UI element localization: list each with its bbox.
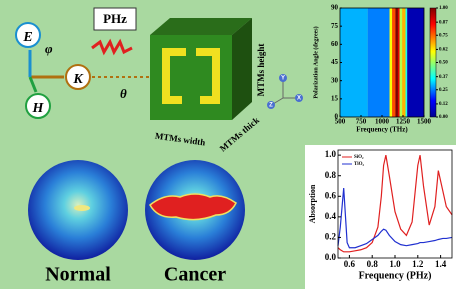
x-tick-label: 1500: [417, 118, 432, 126]
y-tick-label: 0.0: [325, 252, 337, 262]
y-tick-label: 60: [331, 40, 339, 48]
y-tick-label: 0.4: [325, 211, 337, 221]
colorbar: [430, 8, 436, 117]
y-tick-label: 15: [331, 94, 339, 102]
heat-cell: [392, 8, 395, 117]
heat-cell: [368, 8, 390, 117]
y-tick-label: 45: [331, 58, 339, 66]
cancer-label: Cancer: [164, 264, 226, 286]
h-label: H: [32, 101, 45, 116]
y-tick-label: 30: [331, 76, 339, 84]
axis-x: X: [297, 96, 301, 102]
y-axis-label: Polarization Angle (degrees): [312, 26, 319, 98]
axis-z: Z: [269, 103, 273, 109]
colorbar-label: 1.00: [439, 6, 448, 11]
y-tick-label: 0: [335, 113, 339, 121]
x-tick-label: 750: [356, 118, 367, 126]
axis-y: Y: [281, 76, 285, 82]
height-label: MTMs height: [256, 44, 266, 97]
heat-cell: [395, 8, 398, 117]
x-tick-label: 0.8: [367, 259, 379, 269]
heat-cell: [406, 8, 408, 117]
cube-side: [232, 18, 252, 120]
x-tick-label: 1250: [396, 118, 411, 126]
x-tick-label: 1000: [375, 118, 390, 126]
x-tick-label: 0.6: [344, 259, 356, 269]
x-axis-label: Frequency (THz): [356, 126, 408, 134]
graphical-abstract: E K H φ θ PHz MTMs height MTMs width MTM…: [0, 0, 456, 289]
phi: φ: [45, 41, 53, 56]
heat-cell: [402, 8, 405, 117]
theta: θ: [120, 86, 127, 101]
x-tick-label: 1.2: [412, 259, 424, 269]
colorbar-label: 0.62: [439, 48, 448, 53]
heat-cell: [390, 8, 393, 117]
colorbar-label: 0.50: [439, 61, 448, 66]
legend-label: TiO₂: [354, 162, 365, 167]
source: PHz: [103, 11, 127, 26]
y-tick-label: 75: [331, 22, 339, 30]
normal-spot: [74, 205, 90, 211]
heat-cell: [407, 8, 424, 117]
y-axis-label: Absorption: [308, 184, 317, 223]
colorbar-label: 0.00: [439, 115, 448, 120]
x-tick-label: 1.0: [389, 259, 401, 269]
colorbar-label: 0.37: [439, 75, 448, 80]
colorbar-label: 0.87: [439, 20, 448, 25]
colorbar-label: 0.75: [439, 33, 448, 38]
e-label: E: [22, 30, 32, 45]
legend-label: SiO₂: [354, 155, 364, 160]
k-label: K: [72, 72, 84, 87]
y-tick-label: 0.2: [325, 231, 337, 241]
colorbar-label: 0.12: [439, 102, 448, 107]
x-axis-label: Frequency (PHz): [359, 270, 432, 281]
heat-cell: [340, 8, 368, 117]
y-tick-label: 0.6: [325, 190, 337, 200]
y-tick-label: 1.0: [325, 149, 337, 159]
y-tick-label: 0.8: [325, 170, 337, 180]
normal-label: Normal: [45, 264, 111, 286]
heat-cell: [400, 8, 403, 117]
x-tick-label: 1.4: [435, 259, 447, 269]
colorbar-label: 0.25: [439, 88, 448, 93]
heat-cell: [398, 8, 400, 117]
y-tick-label: 90: [331, 4, 339, 12]
